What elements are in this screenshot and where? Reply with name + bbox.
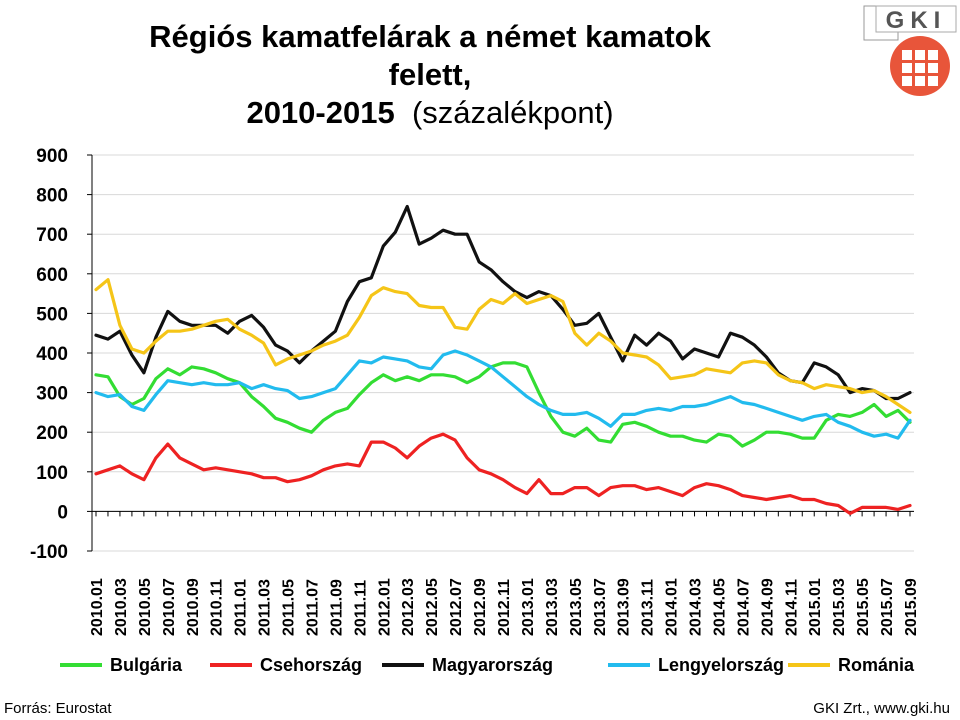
x-tick-label: 2010.03 [113,578,130,636]
legend-label: Bulgária [110,654,183,675]
x-tick-label: 2015.09 [903,578,920,636]
legend-item-1: Csehország [210,650,362,680]
y-tick-label: 400 [36,344,68,365]
legend-item-4: Románia [788,650,914,680]
y-axis: 900 800 700 600 500 400 300 200 100 0 -100 [30,146,93,563]
y-tick-label: 100 [36,463,68,484]
gki-logo-icon: GKI [863,5,957,96]
legend: Bulgária Csehország Magyarország Lengyelors… [60,650,960,680]
grid-lines [92,154,914,552]
x-tick-label: 2013.07 [592,578,609,636]
series-lines [94,204,912,516]
title-line-1: Régiós kamatfelárak a német kamatok fele… [149,19,711,92]
x-tick-label: 2010.09 [185,578,202,636]
title-unit: (százalékpont) [411,95,614,130]
x-tick-label: 2011.07 [304,579,321,636]
x-tick-label: 2014.07 [735,578,752,636]
x-tick-label: 2010.05 [137,578,154,636]
x-tick-label: 2012.11 [496,579,513,636]
y-tick-label: -100 [30,542,68,563]
series-line-4 [94,278,912,414]
x-tick-label: 2013.11 [640,579,657,636]
x-tick-label: 2010.11 [209,579,226,636]
x-tick-label: 2011.11 [352,580,369,636]
x-tick-label: 2013.05 [568,578,585,636]
series-line-3 [94,349,912,440]
x-tick-label: 2011.09 [328,579,345,636]
y-tick-label: 200 [36,423,68,444]
legend-label: Lengyelország [658,654,785,675]
x-tick-label: 2015.01 [807,578,824,636]
legend-swatch [60,663,102,667]
x-tick-label: 2012.07 [448,578,465,636]
x-tick-label: 2013.01 [520,578,537,636]
y-tick-label: 800 [36,186,68,207]
x-tick-label: 2013.03 [544,578,561,636]
y-tick-label: 500 [36,304,68,325]
x-tick-label: 2014.03 [688,578,705,636]
series-line-0 [94,361,912,448]
legend-swatch [382,663,424,667]
series-line-2 [94,204,912,401]
x-tick-label: 2010.07 [161,578,178,636]
x-tick-label: 2015.05 [855,578,872,636]
x-tick-label: 2014.09 [759,578,776,636]
legend-swatch [608,663,650,667]
y-tick-label: 600 [36,265,68,286]
series-line-1 [94,432,912,516]
x-tick-label: 2014.01 [664,578,681,636]
x-tick-label: 2011.03 [257,579,274,636]
legend-swatch [788,663,830,667]
x-tick-label: 2012.01 [376,578,393,636]
y-tick-label: 0 [57,502,68,523]
title-years: 2010-2015 [246,95,395,130]
x-tick-label: 2015.03 [831,578,848,636]
legend-item-0: Bulgária [60,650,182,680]
x-tick-label: 2011.05 [281,579,298,636]
legend-label: Csehország [260,654,363,675]
y-tick-label: 900 [36,146,68,167]
x-tick-label: 2013.09 [616,578,633,636]
x-tick-label: 2012.03 [400,578,417,636]
logo-text-box [875,5,957,33]
legend-item-3: Lengyelország [608,650,784,680]
legend-label: Románia [838,654,915,675]
x-tick-label: 2011.01 [233,579,250,636]
x-tick-label: 2014.05 [711,578,728,636]
x-tick-label: 2014.11 [783,579,800,636]
chart-title: Régiós kamatfelárak a német kamatok fele… [120,18,740,132]
credit-note: GKI Zrt., www.gki.hu [813,700,950,717]
x-tick-label: 2010.01 [89,578,106,636]
x-tick-label: 2012.09 [472,578,489,636]
legend-swatch [210,663,252,667]
x-tick-label: 2015.07 [879,578,896,636]
title-line-2: 2010-2015 (százalékpont) [120,94,740,132]
logo-text: GKI [886,7,947,34]
y-tick-label: 700 [36,225,68,246]
logo-squares [902,50,938,86]
source-note: Forrás: Eurostat [4,700,112,717]
legend-item-2: Magyarország [382,650,553,680]
legend-label: Magyarország [432,654,554,675]
x-axis: 2010.01 2010.03 2010.05 2010.07 2010.09 2010.… [89,510,920,636]
y-tick-label: 300 [36,384,68,405]
x-tick-label: 2012.05 [424,578,441,636]
